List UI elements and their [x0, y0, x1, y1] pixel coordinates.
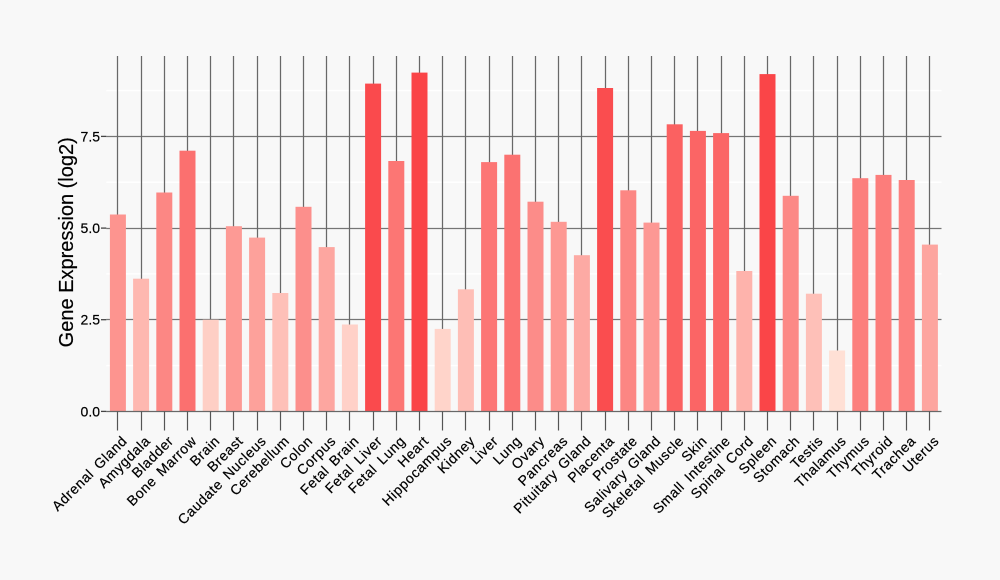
svg-text:0.0: 0.0 — [81, 403, 101, 419]
svg-text:2.5: 2.5 — [81, 312, 101, 328]
svg-text:Gene Expression (log2): Gene Expression (log2) — [56, 137, 78, 347]
svg-text:5.0: 5.0 — [81, 220, 101, 236]
svg-text:7.5: 7.5 — [81, 128, 101, 144]
